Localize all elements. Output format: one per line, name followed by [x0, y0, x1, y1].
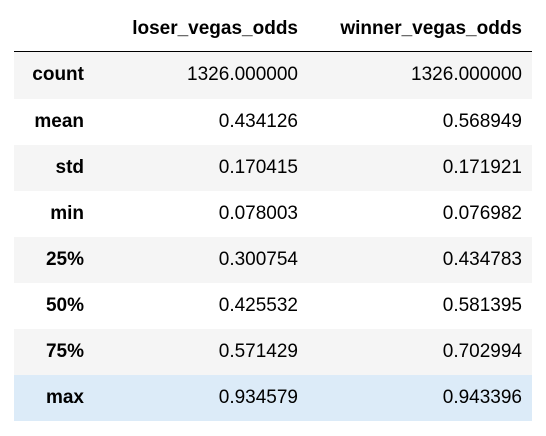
- table-row-mean: mean 0.434126 0.568949: [14, 99, 532, 145]
- table-row-count: count 1326.000000 1326.000000: [14, 51, 532, 99]
- describe-table: loser_vegas_odds winner_vegas_odds count…: [14, 6, 532, 421]
- cell-loser-vegas-odds: 0.934579: [218, 386, 298, 408]
- row-label: 75%: [45, 340, 84, 362]
- table-header: loser_vegas_odds winner_vegas_odds: [14, 6, 532, 52]
- cell-winner-vegas-odds: 0.943396: [442, 386, 522, 408]
- cell-loser-vegas-odds: 1326.000000: [187, 64, 298, 86]
- table-row-25-percent: 25% 0.300754 0.434783: [14, 236, 532, 283]
- table-row-max[interactable]: max 0.934579 0.943396: [14, 374, 532, 421]
- cell-winner-vegas-odds: 0.568949: [442, 110, 522, 132]
- cell-winner-vegas-odds: 0.171921: [442, 156, 522, 178]
- cell-loser-vegas-odds: 0.300754: [218, 248, 298, 270]
- header-row: loser_vegas_odds winner_vegas_odds: [14, 6, 532, 52]
- cell-winner-vegas-odds: 0.702994: [442, 340, 522, 362]
- column-header-winner-vegas-odds: winner_vegas_odds: [308, 6, 532, 52]
- cell-winner-vegas-odds: 0.581395: [442, 294, 522, 316]
- row-label: 50%: [45, 294, 84, 316]
- cell-winner-vegas-odds: 1326.000000: [411, 64, 522, 86]
- table-row-min: min 0.078003 0.076982: [14, 191, 532, 237]
- table-body: count 1326.000000 1326.000000 mean 0.434…: [14, 51, 532, 421]
- row-label: 25%: [45, 248, 84, 270]
- cell-loser-vegas-odds: 0.170415: [218, 156, 298, 178]
- row-label: std: [55, 156, 85, 178]
- column-header-loser-vegas-odds: loser_vegas_odds: [94, 6, 308, 52]
- index-header-blank: [14, 6, 94, 52]
- cell-loser-vegas-odds: 0.571429: [218, 340, 298, 362]
- cell-loser-vegas-odds: 0.425532: [218, 294, 298, 316]
- table-row-50-percent: 50% 0.425532 0.581395: [14, 283, 532, 329]
- dataframe-output: loser_vegas_odds winner_vegas_odds count…: [14, 6, 532, 421]
- row-label: max: [45, 386, 84, 408]
- cell-loser-vegas-odds: 0.078003: [218, 202, 298, 224]
- row-label: mean: [34, 110, 84, 132]
- cell-winner-vegas-odds: 0.076982: [442, 202, 522, 224]
- table-row-75-percent: 75% 0.571429 0.702994: [14, 328, 532, 375]
- row-label: count: [32, 64, 84, 86]
- row-label: min: [50, 202, 84, 224]
- cell-loser-vegas-odds: 0.434126: [218, 110, 298, 132]
- table-row-std: std 0.170415 0.171921: [14, 144, 532, 191]
- cell-winner-vegas-odds: 0.434783: [442, 248, 522, 270]
